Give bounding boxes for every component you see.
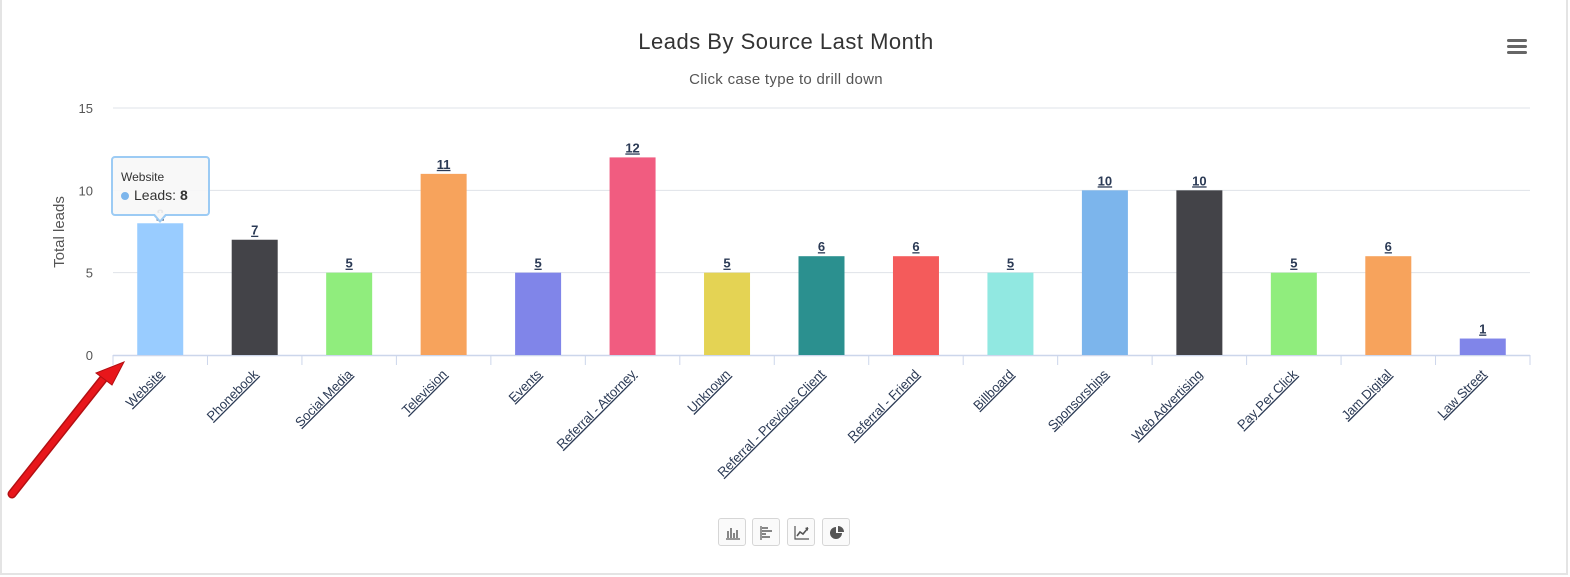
tooltip-value: 8 [179, 187, 188, 203]
data-label: 1 [1479, 322, 1486, 337]
tooltip-series-dot [121, 192, 129, 201]
bar-website[interactable] [137, 223, 184, 355]
x-tick-label[interactable]: Web Advertising [1129, 367, 1206, 444]
bar-sponsorships[interactable] [1081, 190, 1128, 355]
pie-chart-icon [830, 526, 844, 539]
hamburger-menu-icon[interactable] [1500, 34, 1534, 60]
line-chart-icon [794, 526, 809, 540]
x-tick-label[interactable]: Referral - Previous Client [714, 366, 828, 480]
data-label: 12 [625, 140, 639, 155]
bar-television[interactable] [420, 173, 467, 355]
data-label: 5 [723, 256, 730, 271]
tooltip: Website Leads: 8 [111, 156, 210, 216]
line-chart-button[interactable] [787, 518, 815, 546]
bar-phonebook[interactable] [231, 239, 278, 355]
bar-referral-attorney[interactable] [609, 157, 656, 355]
bar-pay-per-click[interactable] [1270, 272, 1317, 355]
data-label: 11 [437, 157, 451, 172]
tooltip-category: Website [121, 170, 165, 184]
data-label: 10 [1098, 173, 1112, 188]
data-label: 10 [1192, 173, 1206, 188]
x-tick-label[interactable]: Unknown [684, 367, 733, 416]
bar-events[interactable] [515, 272, 562, 355]
x-tick-label[interactable]: Jam Digital [1338, 366, 1394, 422]
data-label: 6 [1385, 239, 1392, 254]
data-label: 6 [818, 239, 825, 254]
x-tick-label[interactable]: Social Media [292, 366, 356, 430]
y-tick-label: 5 [86, 266, 93, 281]
chart-subtitle: Click case type to drill down [689, 71, 883, 88]
x-tick-label[interactable]: Billboard [970, 367, 1016, 413]
column-chart-icon [726, 528, 740, 540]
x-tick-label[interactable]: Events [506, 366, 545, 405]
bar-layer [137, 157, 1506, 355]
x-tick-label[interactable]: Pay Per Click [1234, 366, 1300, 432]
chart-title: Leads By Source Last Month [638, 29, 934, 54]
x-tick-label[interactable]: Television [399, 367, 450, 418]
bar-unknown[interactable] [704, 272, 751, 355]
bar-chart-button[interactable] [752, 518, 780, 546]
bar-referral-previous-client[interactable] [798, 256, 845, 355]
x-tick-label[interactable]: Referral - Friend [845, 367, 923, 445]
bar-law-street[interactable] [1459, 338, 1506, 355]
data-label: 5 [346, 256, 353, 271]
data-label: 5 [1007, 256, 1014, 271]
y-tick-label: 0 [86, 348, 93, 363]
data-label: 6 [912, 239, 919, 254]
x-tick-label[interactable]: Sponsorships [1045, 366, 1112, 433]
column-chart-button[interactable] [718, 518, 746, 546]
data-label: 5 [534, 256, 541, 271]
bar-billboard[interactable] [987, 272, 1034, 355]
bar-web-advertising[interactable] [1176, 190, 1223, 355]
pie-chart-button[interactable] [822, 518, 850, 546]
data-label: 7 [251, 223, 258, 238]
bar-social-media[interactable] [326, 272, 373, 355]
y-tick-label: 10 [79, 183, 93, 198]
bar-jam-digital[interactable] [1365, 256, 1412, 355]
data-label: 5 [1290, 256, 1297, 271]
tooltip-series: Leads [134, 187, 173, 203]
x-tick-label[interactable]: Referral - Attorney [553, 366, 639, 452]
y-axis-label: Total leads [51, 196, 68, 268]
x-tick-layer: Website Phonebook Social Media Television Ev… [123, 366, 1489, 480]
bar-chart-icon [760, 526, 772, 540]
x-tick-label[interactable]: Phonebook [204, 366, 261, 423]
x-tick-label[interactable]: Website [123, 367, 167, 411]
x-tick-label[interactable]: Law Street [1434, 366, 1489, 421]
y-tick-label: 15 [79, 101, 93, 116]
bar-referral-friend[interactable] [892, 256, 939, 355]
tooltip-pointer-inner [154, 213, 166, 220]
tooltip-row: Leads: 8 [121, 187, 188, 203]
red-arrow-annotation [7, 361, 126, 499]
